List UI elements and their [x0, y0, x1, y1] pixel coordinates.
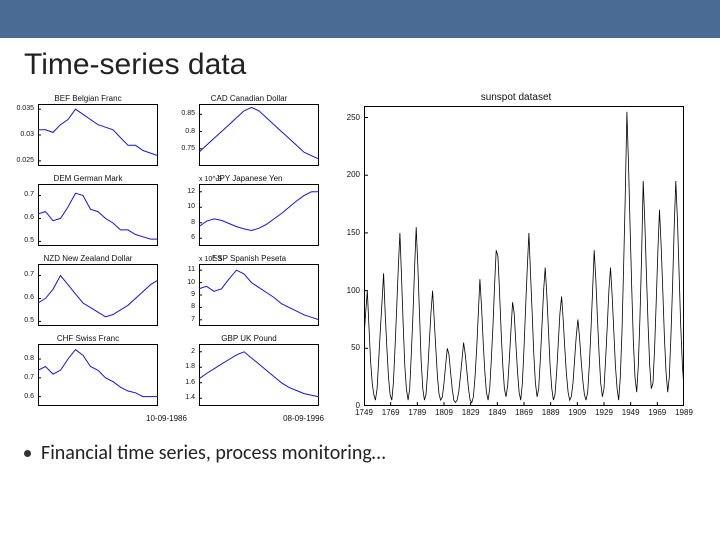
ytick: 150 [336, 228, 360, 237]
panel-plot [38, 184, 158, 246]
ytick: 0.035 [10, 105, 34, 112]
bullet-row: Financial time series, process monitorin… [0, 423, 720, 465]
xtick: 1869 [513, 408, 535, 417]
page-title: Time-series data [24, 48, 696, 82]
panel-bef: BEF Belgian Franc 0.025 0.03 0.035 [10, 96, 166, 174]
panel-cad: CAD Canadian Dollar 0.75 0.8 0.85 [171, 96, 327, 174]
ytick: 6 [171, 234, 195, 241]
xtick: 1769 [380, 408, 402, 417]
panel-plot [199, 104, 319, 166]
xtick: 1969 [646, 408, 668, 417]
exponent-label: x 10^-3 [199, 256, 222, 263]
ytick: 50 [336, 343, 360, 352]
ytick: 0.75 [171, 145, 195, 152]
ytick: 0.5 [10, 237, 34, 244]
xtick: 1909 [566, 408, 588, 417]
bullet-text: Financial time series, process monitorin… [41, 441, 386, 465]
ytick: 0.7 [10, 271, 34, 278]
ytick: 9 [171, 291, 195, 298]
xtick: 1809 [433, 408, 455, 417]
xtick: 1989 [673, 408, 695, 417]
panel-title: BEF Belgian Franc [10, 94, 166, 103]
xtick: 1849 [486, 408, 508, 417]
panel-title: NZD New Zealand Dollar [10, 254, 166, 263]
currency-grid: BEF Belgian Franc 0.025 0.03 0.035 CAD Canad… [10, 96, 330, 414]
panel-esp: ESP Spanish Peseta 7 8 9 10 11 x 10^-3 [171, 256, 327, 334]
ytick: 0.025 [10, 157, 34, 164]
panel-plot [38, 264, 158, 326]
xtick: 1949 [620, 408, 642, 417]
ytick: 10 [171, 203, 195, 210]
xtick: 1789 [406, 408, 428, 417]
xtick: 1929 [593, 408, 615, 417]
charts-row: BEF Belgian Franc 0.025 0.03 0.035 CAD Canad… [0, 88, 720, 423]
ytick: 0.03 [10, 131, 34, 138]
ytick: 7 [171, 316, 195, 323]
ytick: 250 [336, 113, 360, 122]
panel-chf: CHF Swiss Franc 0.6 0.7 0.8 [10, 336, 166, 414]
panel-plot [38, 344, 158, 406]
ytick: 12 [171, 188, 195, 195]
header-bar [0, 0, 720, 38]
panel-plot [199, 264, 319, 326]
ytick: 10 [171, 279, 195, 286]
ytick: 100 [336, 286, 360, 295]
ytick: 8 [171, 303, 195, 310]
ytick: 0.6 [10, 393, 34, 400]
ytick: 0.8 [171, 128, 195, 135]
ytick: 0.6 [10, 294, 34, 301]
ytick: 200 [336, 170, 360, 179]
bullet-icon [24, 450, 31, 457]
xaxis-right-label: 08-09-1996 [283, 414, 324, 423]
sunspot-title: sunspot dataset [336, 92, 696, 103]
panel-jpy: JPY Japanese Yen 6 8 10 12 x 10^-3 [171, 176, 327, 254]
xtick: 1829 [460, 408, 482, 417]
panel-title: CAD Canadian Dollar [171, 94, 327, 103]
panel-title: ESP Spanish Peseta [171, 254, 327, 263]
panel-title: JPY Japanese Yen [171, 174, 327, 183]
currency-grid-wrap: BEF Belgian Franc 0.025 0.03 0.035 CAD Canad… [10, 96, 330, 423]
panel-plot [199, 344, 319, 406]
xaxis-left-label: 10-09-1986 [146, 414, 187, 423]
ytick: 1.4 [171, 394, 195, 401]
panel-title: DEM German Mark [10, 174, 166, 183]
panel-title: CHF Swiss Franc [10, 334, 166, 343]
ytick: 1.6 [171, 379, 195, 386]
ytick: 0.6 [10, 214, 34, 221]
panel-gbp: GBP UK Pound 1.4 1.6 1.8 2 [171, 336, 327, 414]
ytick: 1.8 [171, 363, 195, 370]
ytick: 8 [171, 219, 195, 226]
panel-nzd: NZD New Zealand Dollar 0.5 0.6 0.7 [10, 256, 166, 334]
panel-dem: DEM German Mark 0.5 0.6 0.7 [10, 176, 166, 254]
exponent-label: x 10^-3 [199, 176, 222, 183]
panel-plot [199, 184, 319, 246]
xtick: 1889 [540, 408, 562, 417]
currency-xaxis: 10-09-1986 08-09-1996 [10, 414, 330, 423]
ytick: 2 [171, 348, 195, 355]
ytick: 0.8 [10, 355, 34, 362]
ytick: 0.7 [10, 374, 34, 381]
xtick: 1749 [353, 408, 375, 417]
ytick: 0.85 [171, 110, 195, 117]
ytick: 11 [171, 266, 195, 273]
ytick: 0.7 [10, 191, 34, 198]
panel-title: GBP UK Pound [171, 334, 327, 343]
ytick: 0.5 [10, 317, 34, 324]
panel-plot [38, 104, 158, 166]
sunspot-plot [364, 106, 684, 406]
title-wrap: Time-series data [0, 38, 720, 88]
sunspot-chart: sunspot dataset 050100150200250174917691… [336, 96, 696, 423]
